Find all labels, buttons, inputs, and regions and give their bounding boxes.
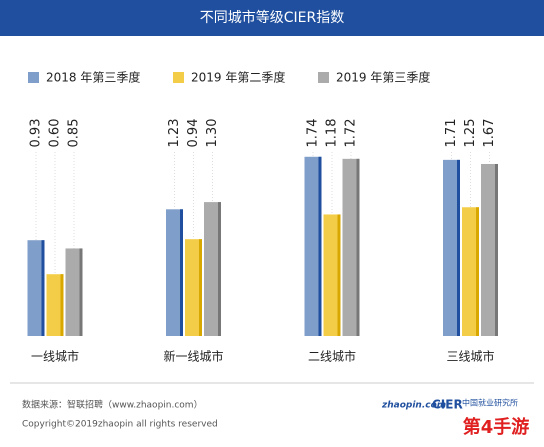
x-tick-label: 二线城市	[308, 349, 356, 364]
bar-edge	[79, 248, 83, 336]
legend-swatch	[173, 72, 184, 83]
bar-edge	[199, 239, 202, 336]
value-label: 0.85	[67, 119, 82, 148]
legend-label: 2018 年第三季度	[46, 70, 140, 85]
value-label: 1.30	[205, 119, 220, 148]
bar-edge	[457, 159, 460, 336]
bar	[65, 248, 83, 336]
value-label: 1.72	[344, 119, 359, 148]
bar	[323, 214, 341, 336]
value-label: 1.18	[325, 119, 340, 148]
bar	[185, 239, 202, 336]
value-label: 1.67	[482, 119, 497, 148]
bar	[27, 240, 45, 336]
logo-cier: CIER	[432, 398, 463, 412]
bar	[462, 207, 479, 336]
bar-edge	[218, 202, 221, 336]
value-label: 0.93	[29, 119, 44, 148]
title-bar	[0, 0, 544, 36]
legend-label: 2019 年第二季度	[191, 70, 285, 85]
value-label: 1.25	[463, 119, 478, 148]
logo-cier-sub: 中国就业研究所	[462, 398, 518, 408]
x-tick-label: 三线城市	[446, 349, 494, 364]
bar-edge	[356, 158, 360, 336]
legend-swatch	[28, 72, 39, 83]
bar	[342, 158, 360, 336]
bar	[166, 209, 183, 336]
bar	[443, 159, 460, 336]
source: 数据来源：智联招聘（www.zhaopin.com）	[22, 399, 203, 411]
bar	[304, 156, 322, 336]
bar	[204, 202, 221, 336]
value-label: 1.74	[306, 119, 321, 148]
legend-label: 2019 年第三季度	[336, 70, 430, 85]
bar-edge	[337, 214, 341, 336]
logo-zhaopin: zhaopin.com	[381, 401, 446, 411]
bar-edge	[318, 156, 322, 336]
bar-edge	[476, 207, 479, 336]
value-label: 1.23	[167, 119, 182, 148]
bar-edge	[60, 274, 64, 336]
value-label: 0.94	[186, 119, 201, 148]
x-tick-label: 一线城市	[31, 349, 79, 364]
watermark: 第4手游	[463, 416, 530, 438]
chart-title: 不同城市等级CIER指数	[200, 9, 344, 26]
value-label: 0.60	[48, 119, 63, 148]
bar-edge	[180, 209, 183, 336]
legend-swatch	[318, 72, 329, 83]
copyright: Copyright©2019zhaopin all rights reserve…	[22, 420, 218, 430]
bar-edge	[41, 240, 45, 336]
bar	[46, 274, 64, 336]
value-label: 1.71	[444, 119, 459, 148]
bar-edge	[495, 163, 498, 336]
bar	[481, 163, 498, 336]
x-tick-label: 新一线城市	[163, 349, 223, 364]
